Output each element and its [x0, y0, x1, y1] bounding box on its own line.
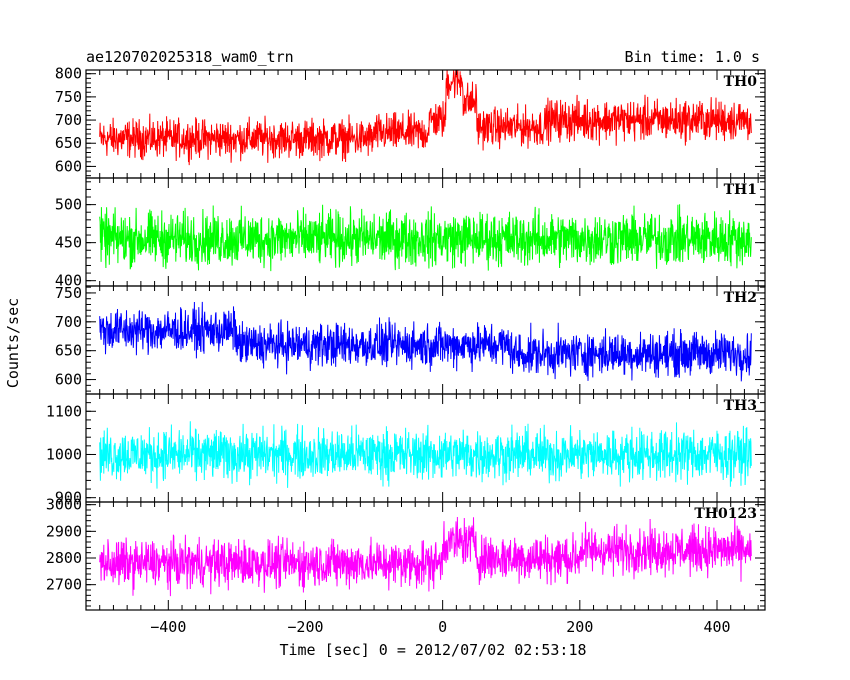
- panel-label-th3: TH3: [724, 398, 757, 414]
- y-tick-label: 2800: [46, 549, 82, 567]
- panel-th2: 600 650 700 750 TH2: [55, 284, 766, 395]
- y-tick-label: 1000: [46, 445, 82, 463]
- x-tick-label: 200: [566, 618, 593, 636]
- panels-group: 600 650 700 750 800 TH0 400 450 500 TH1 600 650 700 7…: [46, 65, 766, 636]
- x-tick-label: 0: [438, 618, 447, 636]
- panel-label-th0123: TH0123: [694, 506, 757, 522]
- y-tick-label: 750: [55, 88, 82, 106]
- y-tick-label: 1100: [46, 402, 82, 420]
- y-tick-label: 650: [55, 134, 82, 152]
- y-tick-label: 2700: [46, 576, 82, 594]
- y-tick-label: 750: [55, 284, 82, 302]
- panel-th3: 900 1000 1100 TH3: [46, 393, 766, 507]
- trace-th0123: [99, 516, 752, 597]
- panel-th0123: 2700 2800 2900 3000 TH0123: [46, 496, 766, 611]
- x-tick-label: −200: [287, 618, 323, 636]
- y-tick-label: 500: [55, 196, 82, 214]
- x-tick-label: −400: [150, 618, 186, 636]
- trace-th2: [99, 301, 752, 382]
- panel-label-th1: TH1: [724, 182, 757, 198]
- y-tick-label: 3000: [46, 496, 82, 514]
- y-tick-label: 800: [55, 65, 82, 83]
- panel-label-th0: TH0: [724, 74, 758, 90]
- panel-label-th2: TH2: [724, 290, 757, 306]
- trace-th1: [99, 204, 752, 272]
- y-tick-label: 2900: [46, 522, 82, 540]
- trace-th0: [99, 70, 752, 166]
- chart-title-right: Bin time: 1.0 s: [625, 48, 760, 66]
- y-tick-label: 700: [55, 313, 82, 331]
- y-tick-label: 450: [55, 234, 82, 252]
- panel-th1: 400 450 500 TH1: [55, 177, 766, 290]
- chart-title-left: ae120702025318_wam0_trn: [86, 48, 294, 66]
- panel-frame: [85, 285, 766, 395]
- panel-frame: [85, 501, 766, 611]
- y-tick-label: 400: [55, 272, 82, 290]
- x-tick-label: 400: [703, 618, 730, 636]
- panel-th0: 600 650 700 750 800 TH0: [55, 65, 766, 179]
- x-axis-label: Time [sec] 0 = 2012/07/02 02:53:18: [279, 641, 586, 659]
- y-tick-label: 650: [55, 342, 82, 360]
- y-axis-label: Counts/sec: [4, 298, 22, 388]
- trace-th3: [99, 421, 752, 489]
- y-tick-label: 700: [55, 111, 82, 129]
- y-tick-label: 900: [55, 489, 82, 507]
- y-tick-label: 600: [55, 371, 82, 389]
- y-tick-label: 600: [55, 157, 82, 175]
